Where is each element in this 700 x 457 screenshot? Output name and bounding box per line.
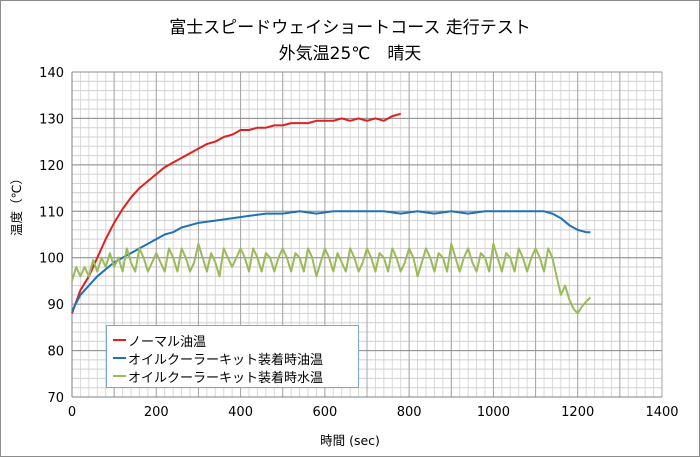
svg-text:80: 80 [47, 345, 64, 360]
svg-text:140: 140 [39, 66, 64, 81]
chart-subtitle: 外気温25℃ 晴天 [278, 44, 422, 64]
svg-text:1400: 1400 [645, 405, 678, 420]
legend-item-normal-oil: ノーマル油温 [113, 331, 358, 350]
svg-text:100: 100 [39, 252, 64, 267]
legend-label: オイルクーラーキット装着時水温 [128, 370, 324, 386]
series-lines [71, 112, 592, 315]
legend-item-cooler-oil: オイルクーラーキット装着時油温 [113, 349, 358, 368]
svg-text:400: 400 [228, 405, 253, 420]
svg-text:200: 200 [144, 405, 169, 420]
svg-text:90: 90 [47, 298, 64, 313]
y-axis-label: 温度（℃） [9, 171, 24, 236]
chart-title: 富士スピードウェイショートコース 走行テスト [169, 18, 531, 38]
legend-item-cooler-water: オイルクーラーキット装着時水温 [113, 367, 358, 386]
svg-text:110: 110 [39, 205, 64, 220]
svg-text:600: 600 [312, 405, 337, 420]
legend-swatch-blue [113, 357, 126, 359]
svg-text:0: 0 [68, 405, 76, 420]
legend-swatch-green [113, 375, 126, 377]
svg-text:70: 70 [47, 391, 64, 406]
legend-label: ノーマル油温 [128, 334, 207, 350]
legend: ノーマル油温 オイルクーラーキット装着時油温 オイルクーラーキット装着時水温 [106, 325, 359, 388]
svg-text:1200: 1200 [561, 405, 594, 420]
legend-label: オイルクーラーキット装着時油温 [128, 352, 324, 368]
svg-text:800: 800 [397, 405, 422, 420]
x-axis-label: 時間 (sec) [320, 433, 380, 448]
svg-text:1000: 1000 [477, 405, 510, 420]
legend-swatch-red [113, 339, 126, 341]
svg-text:130: 130 [39, 112, 64, 127]
svg-text:120: 120 [39, 159, 64, 174]
